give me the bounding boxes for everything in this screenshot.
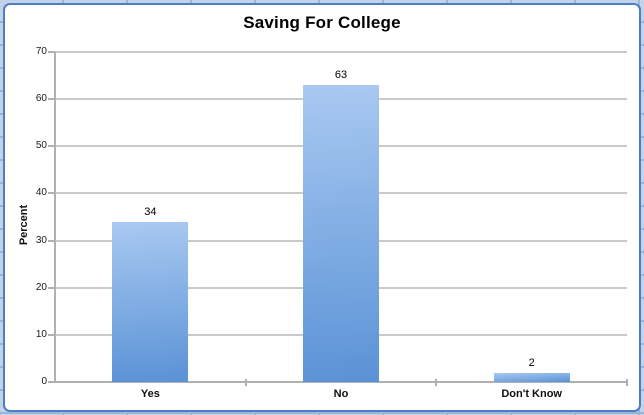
- gridline-70: [55, 51, 627, 53]
- y-axis-tick-mark: [48, 239, 55, 242]
- y-axis-tick-mark: [48, 286, 55, 289]
- y-axis-tick-mark: [48, 333, 55, 336]
- data-label-yes: 34: [144, 205, 157, 218]
- bar-no[interactable]: [302, 85, 379, 382]
- data-label-no: 63: [334, 69, 348, 81]
- category-label-yes: Yes: [140, 388, 160, 400]
- chart-object[interactable]: Saving For College Percent 0 10 20 30 40 50 60…: [3, 3, 641, 412]
- y-axis-tick-label: 20: [35, 281, 47, 293]
- y-axis-tick-label: 60: [35, 93, 47, 105]
- x-axis-tick-mark: [244, 379, 247, 386]
- data-label-don-t-know: 2: [528, 356, 535, 369]
- plot-area: 0 10 20 30 40 50 60 70 34 Yes 63 No 2 Don't Know: [36, 46, 628, 400]
- y-axis-tick-label: 0: [41, 376, 47, 387]
- bar-yes[interactable]: [112, 221, 189, 382]
- y-axis-tick-label: 50: [35, 140, 47, 152]
- x-axis-tick-mark: [626, 379, 628, 386]
- y-axis-tick-mark: [48, 98, 55, 101]
- y-axis-tick-label: 30: [35, 234, 47, 246]
- y-axis-tick-mark: [48, 381, 55, 383]
- x-axis-tick-mark: [435, 379, 438, 386]
- y-axis-tick-label: 70: [35, 46, 47, 57]
- y-axis-tick-mark: [48, 192, 55, 195]
- category-slot-don-t-know: 2 Don't Know: [436, 52, 627, 400]
- chart-title: Saving For College: [243, 13, 401, 32]
- y-axis-tick-mark: [48, 145, 55, 148]
- y-axis-tick-label: 10: [35, 328, 47, 340]
- y-axis-tick-mark: [48, 51, 55, 53]
- category-slot-yes: 34 Yes: [55, 52, 246, 400]
- y-axis-tick-label: 40: [35, 187, 47, 199]
- bar-don-t-know[interactable]: [493, 372, 570, 382]
- category-label-no: No: [333, 388, 349, 400]
- x-axis-line: [54, 381, 627, 383]
- category-label-don-t-know: Don't Know: [501, 388, 562, 400]
- category-slot-no: 63 No: [246, 52, 437, 400]
- y-axis-line: [54, 52, 56, 382]
